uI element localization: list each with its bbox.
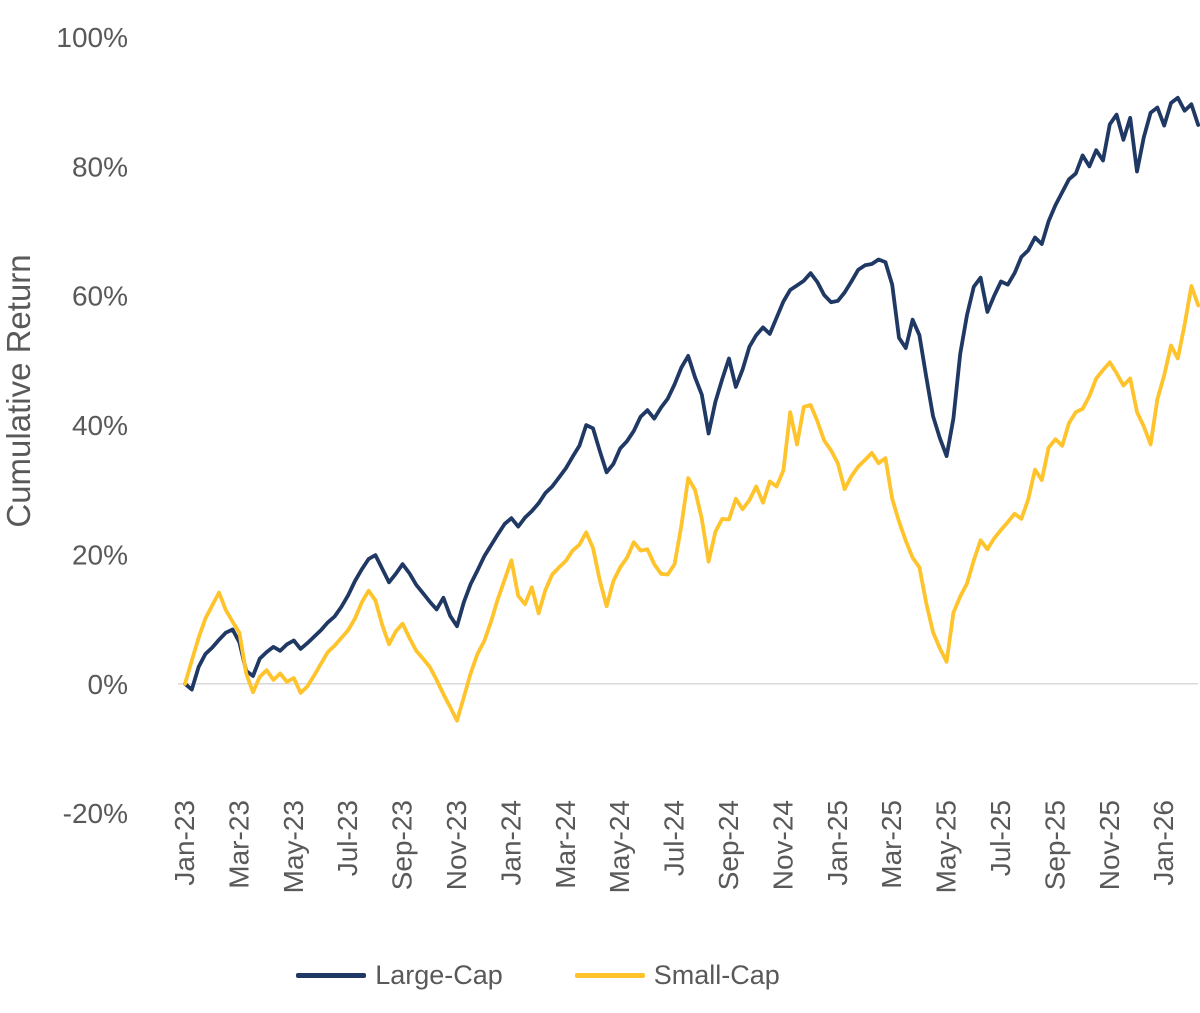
x-tick-label: Mar-23 [223, 800, 254, 889]
x-tick-label: May-25 [931, 800, 962, 893]
x-tick-label: Jan-26 [1148, 800, 1179, 886]
y-tick-label: -20% [63, 798, 128, 829]
x-tick-label: Nov-23 [441, 800, 472, 890]
x-tick-label: Jul-23 [332, 800, 363, 876]
y-tick-label: 40% [72, 410, 128, 441]
y-tick-label: 80% [72, 151, 128, 182]
y-tick-label: 100% [56, 22, 128, 53]
x-tick-label: Mar-25 [876, 800, 907, 889]
x-tick-label: May-24 [604, 800, 635, 893]
large-cap-line-swatch [296, 972, 367, 978]
small-cap-line-swatch [574, 972, 645, 978]
x-tick-label: Jan-24 [495, 800, 526, 886]
x-tick-label: Jul-25 [985, 800, 1016, 876]
x-tick-label: Mar-24 [550, 800, 581, 889]
x-tick-label: Sep-25 [1039, 800, 1070, 890]
x-tick-label: May-23 [278, 800, 309, 893]
y-tick-label: 60% [72, 281, 128, 312]
legend-label-small-cap: Small-Cap [653, 959, 780, 990]
x-tick-label: Jul-24 [659, 800, 690, 876]
x-tick-label: Sep-23 [387, 800, 418, 890]
legend-item-large-cap: Large-Cap [296, 959, 503, 990]
x-tick-label: Nov-25 [1094, 800, 1125, 890]
legend-item-small-cap: Small-Cap [574, 959, 780, 990]
x-tick-label: Sep-24 [713, 800, 744, 890]
x-tick-label: Jan-23 [169, 800, 200, 886]
small-cap-line [183, 284, 1200, 723]
large-cap-line [183, 95, 1200, 692]
legend-label-large-cap: Large-Cap [375, 959, 503, 990]
chart-legend: Large-Cap Small-Cap [0, 953, 1138, 997]
y-tick-label: 20% [72, 539, 128, 570]
y-tick-label: 0% [88, 669, 128, 700]
x-tick-label: Nov-24 [767, 800, 798, 890]
y-axis-title: Cumulative Return [0, 254, 37, 527]
x-tick-label: Jan-25 [822, 800, 853, 886]
